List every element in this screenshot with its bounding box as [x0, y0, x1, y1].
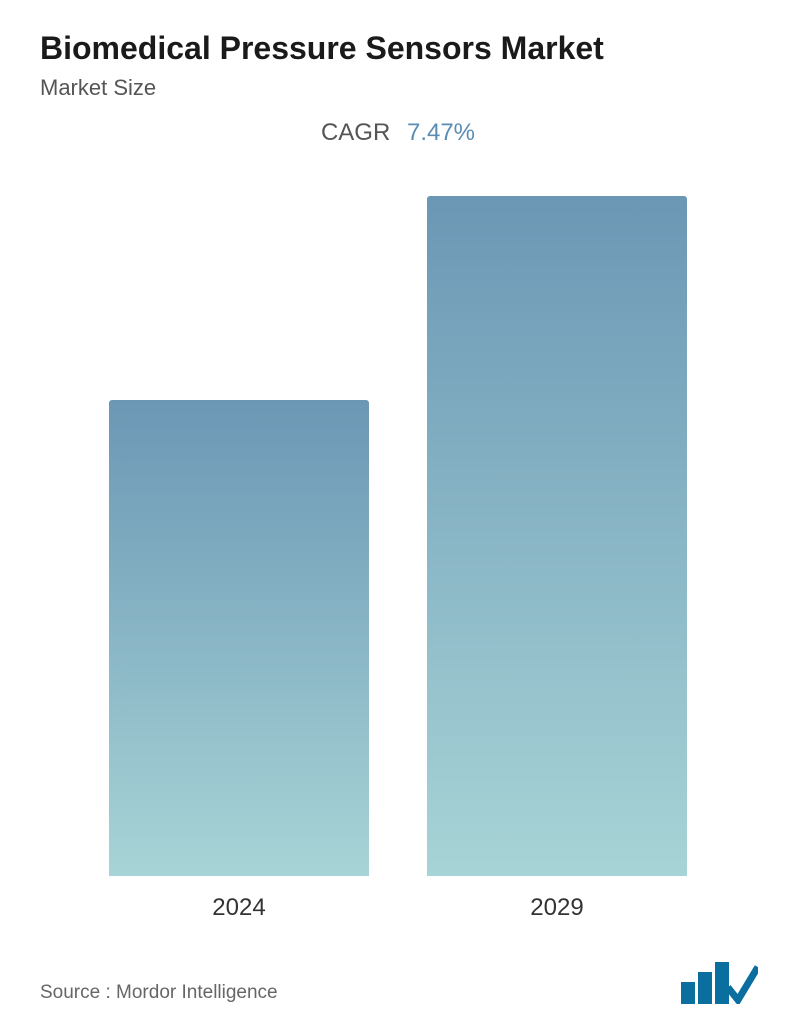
bar-label: 2029	[530, 894, 583, 922]
bar-group: 2029	[427, 196, 687, 922]
logo-bar-3	[715, 962, 729, 1004]
bar	[109, 400, 369, 876]
cagr-value: 7.47%	[407, 119, 475, 146]
logo-check-icon	[732, 962, 756, 1004]
footer: Source : Mordor Intelligence	[40, 942, 756, 1004]
cagr-row: CAGR 7.47%	[40, 119, 756, 147]
chart-title: Biomedical Pressure Sensors Market	[40, 30, 756, 67]
chart-container: Biomedical Pressure Sensors Market Marke…	[0, 0, 796, 1034]
bar	[427, 196, 687, 876]
cagr-label: CAGR	[321, 119, 390, 146]
logo-bar-2	[698, 972, 712, 1004]
mordor-logo-icon	[681, 962, 756, 1004]
bar-group: 2024	[109, 400, 369, 922]
logo-bar-1	[681, 982, 695, 1004]
chart-area: 2024 2029	[40, 187, 756, 942]
bar-label: 2024	[212, 894, 265, 922]
source-text: Source : Mordor Intelligence	[40, 982, 278, 1004]
chart-subtitle: Market Size	[40, 75, 756, 101]
